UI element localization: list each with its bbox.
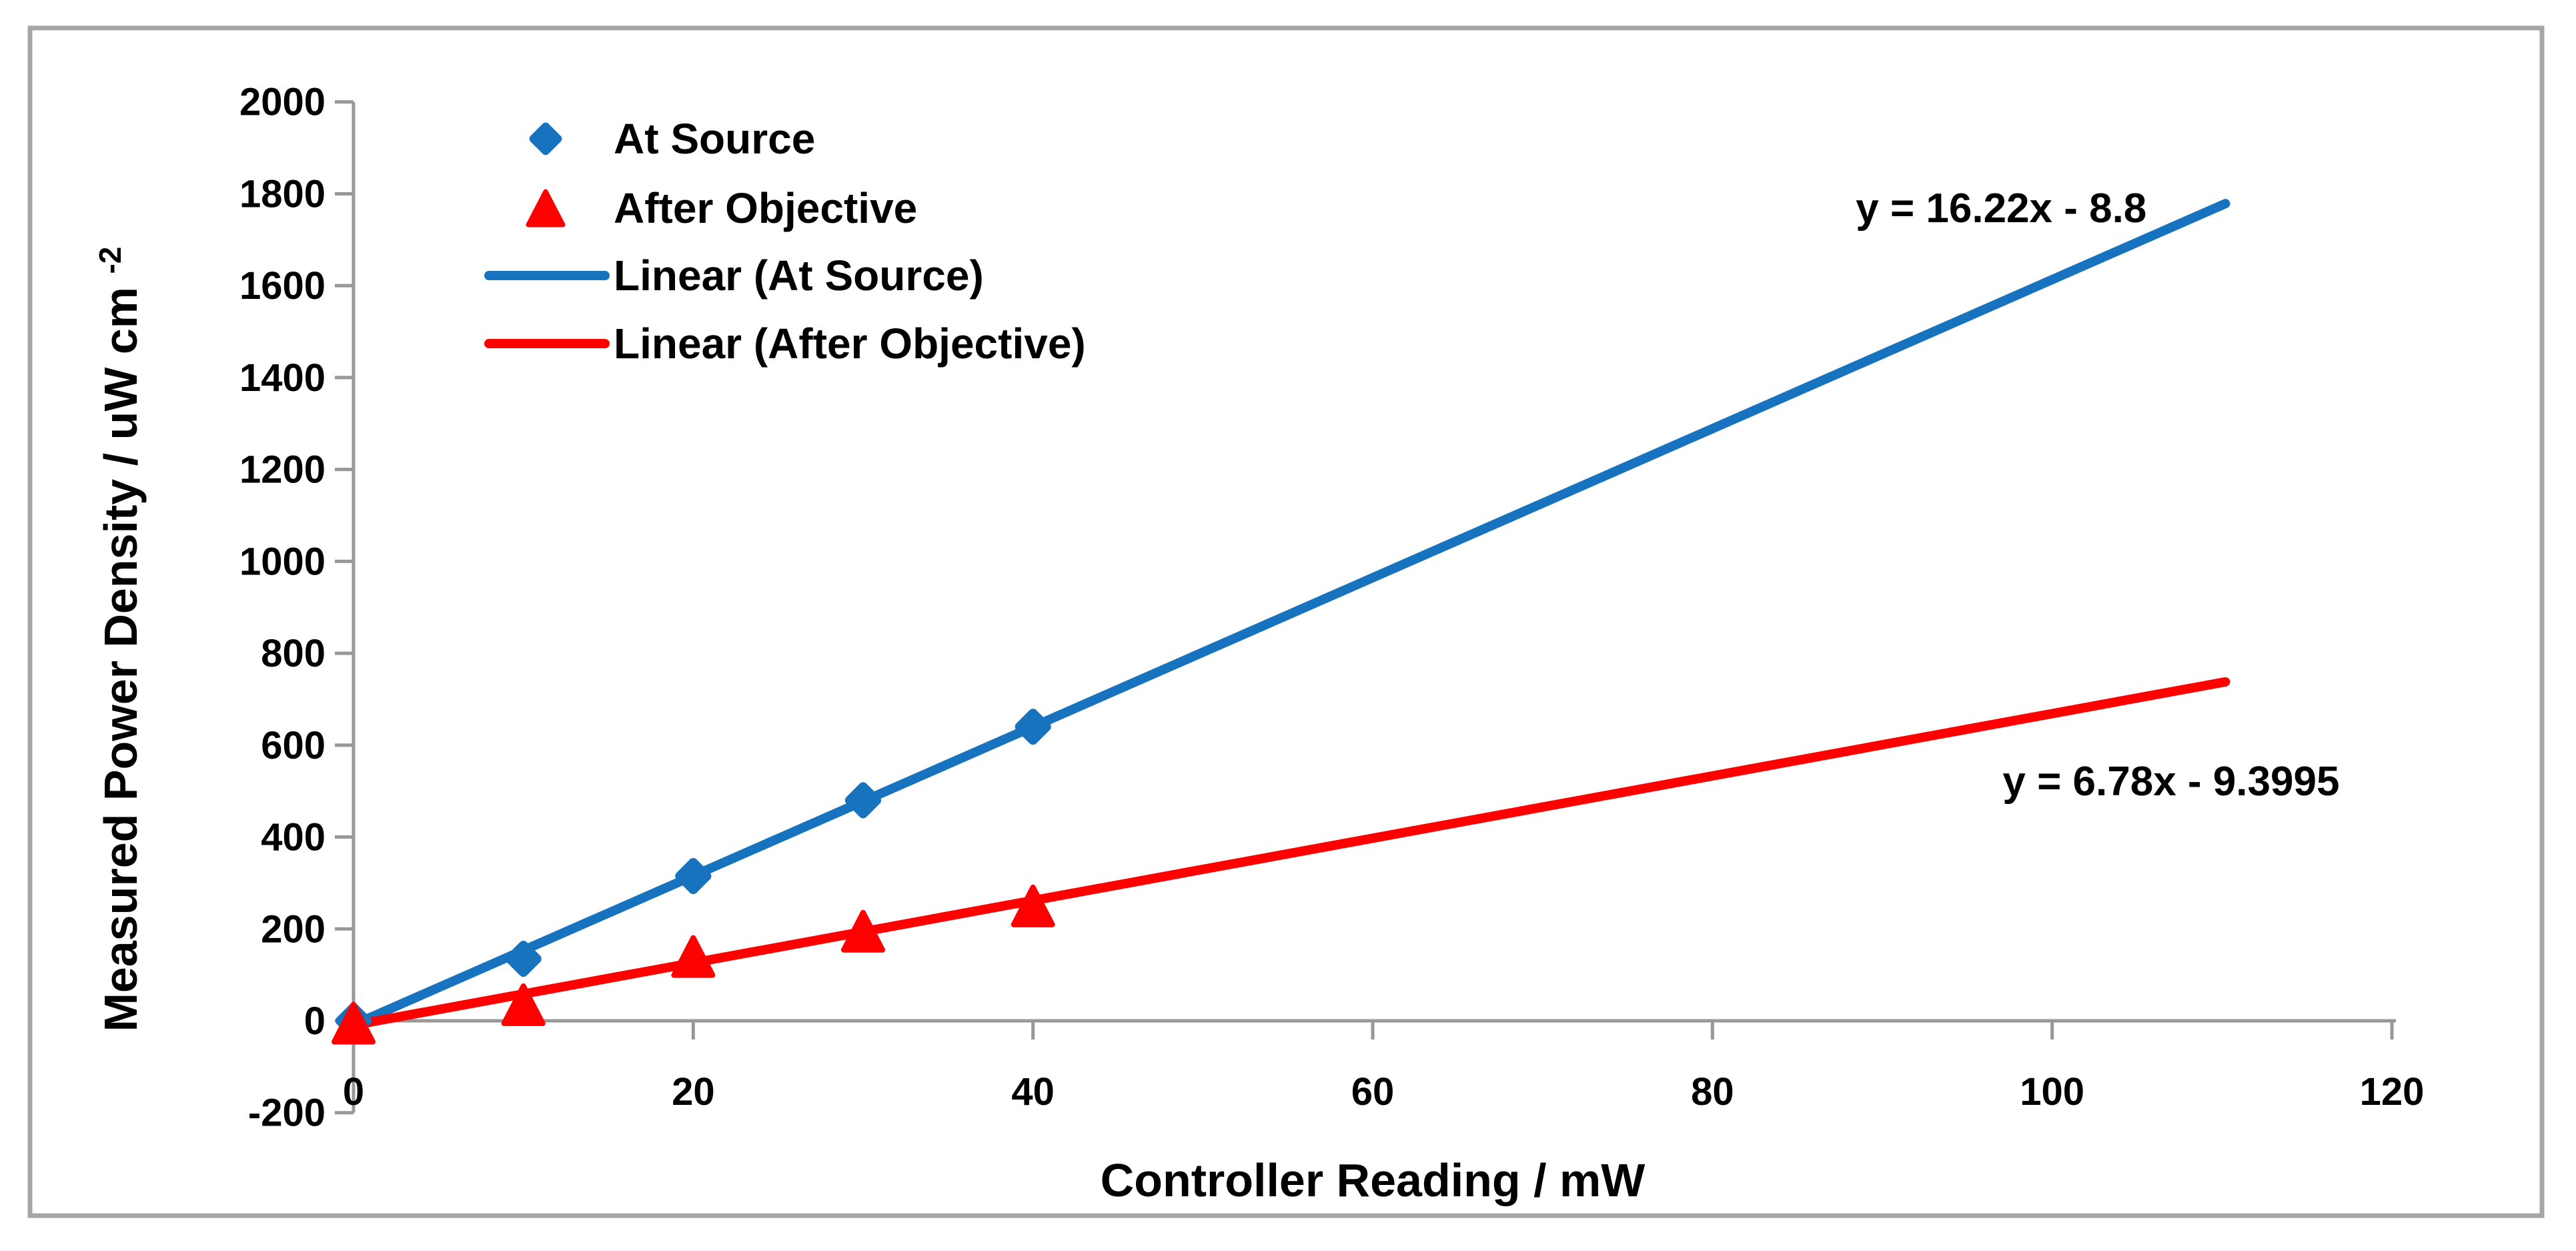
y-tick-label: 1200: [239, 448, 326, 492]
linear-after-objective-equation: y = 6.78x - 9.3995: [2002, 759, 2339, 805]
y-tick-label: 600: [261, 724, 326, 767]
x-tick-label: 40: [1011, 1070, 1055, 1114]
y-tick-label: 200: [261, 907, 326, 951]
y-tick-label: 1000: [239, 540, 326, 583]
at-source-marker: [1015, 709, 1051, 745]
at-source-marker: [505, 940, 542, 977]
x-tick-label: 80: [1691, 1070, 1734, 1114]
legend-label: After Objective: [614, 184, 917, 232]
legend-item-linear-at-source: Linear (At Source): [484, 252, 984, 300]
after-objective-marker: [332, 1001, 376, 1045]
after-objective-marker: [501, 983, 546, 1026]
x-tick-label: 20: [672, 1070, 715, 1114]
legend: At Source After Objective Linear (At Sourc…: [484, 115, 1086, 368]
y-tick-label: 1400: [239, 356, 326, 400]
legend-label: Linear (At Source): [614, 252, 984, 300]
axes: -200020040060080010001200140016001800200…: [239, 81, 2424, 1135]
y-tick-label: 1800: [239, 172, 326, 216]
after-objective-marker: [671, 935, 716, 978]
x-tick-label: 120: [2360, 1070, 2425, 1114]
y-tick-label: 800: [261, 632, 326, 675]
x-tick-label: 60: [1351, 1070, 1395, 1114]
legend-diamond-icon: [529, 122, 562, 155]
chart-border: [27, 25, 2545, 1218]
linear-at-source-trendline: [349, 199, 2230, 1030]
x-axis-title: Controller Reading / mW: [1101, 1154, 1646, 1206]
y-tick-label: 1600: [239, 264, 326, 308]
linear-at-source-equation: y = 16.22x - 8.8: [1856, 185, 2146, 232]
x-tick-label: 0: [343, 1070, 364, 1114]
y-tick-label: 2000: [239, 81, 326, 124]
at-source-marker: [675, 857, 712, 895]
after-objective-marker: [841, 909, 885, 953]
y-tick-label: 400: [261, 816, 326, 859]
legend-label: At Source: [614, 115, 815, 163]
data-points: [332, 709, 1055, 1045]
legend-triangle-icon: [526, 189, 566, 228]
at-source-marker: [844, 782, 882, 819]
y-tick-label: 0: [304, 999, 326, 1043]
legend-item-linear-after-objective: Linear (After Objective): [484, 320, 1086, 368]
x-tick-label: 100: [2020, 1070, 2084, 1114]
y-axis-title: Measured Power Density / uW cm -2: [93, 247, 147, 1032]
trendlines: y = 16.22x - 8.8 y = 6.78x - 9.3995: [349, 185, 2339, 1030]
legend-item-at-source: At Source: [529, 115, 815, 163]
legend-label: Linear (After Objective): [614, 320, 1086, 368]
legend-item-after-objective: After Objective: [526, 184, 917, 232]
y-tick-label: -200: [248, 1092, 326, 1135]
after-objective-marker: [1011, 884, 1055, 927]
linear-after-objective-trendline: [349, 677, 2230, 1030]
